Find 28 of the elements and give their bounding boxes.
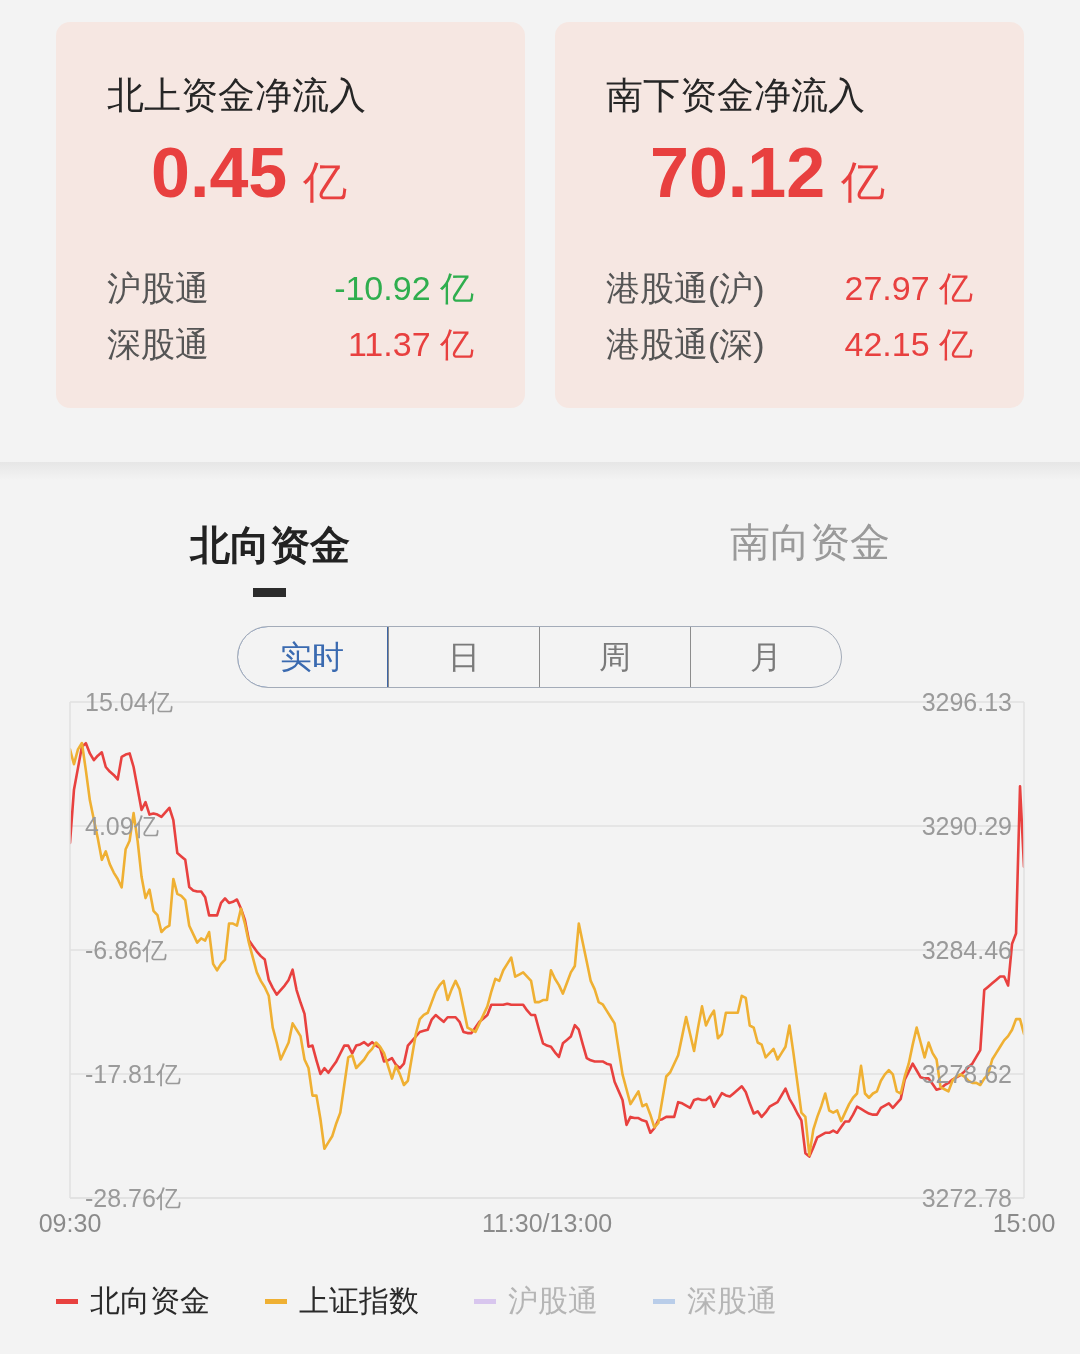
y2-tick-label: 3290.29 bbox=[921, 811, 1012, 840]
y-tick-label: -6.86亿 bbox=[85, 935, 167, 964]
y2-tick-label: 3296.13 bbox=[921, 687, 1012, 716]
data-label: -10.92 亿 bbox=[334, 269, 474, 307]
text: 日 bbox=[447, 638, 480, 675]
legend-label: 北向资金 bbox=[90, 1284, 210, 1317]
legend-label: 沪股通 bbox=[508, 1284, 598, 1317]
text: 北上资金净流入 bbox=[107, 75, 366, 116]
text: 0.45 亿 bbox=[151, 134, 348, 212]
x-tick-label: 11:30/13:00 bbox=[481, 1208, 613, 1237]
category-label: 港股通(深) bbox=[606, 325, 765, 363]
category-label: 深股通 bbox=[107, 325, 209, 363]
data-label: 42.15 亿 bbox=[844, 325, 973, 363]
text: 周 bbox=[599, 638, 632, 675]
category-label: 港股通(沪) bbox=[606, 269, 765, 307]
category-label: 沪股通 bbox=[107, 269, 209, 307]
text: 70.12 亿 bbox=[650, 134, 886, 212]
text: 实时 bbox=[280, 638, 345, 675]
text: 南下资金净流入 bbox=[606, 75, 865, 116]
y-tick-label: -17.81亿 bbox=[85, 1059, 181, 1088]
data-label: 27.97 亿 bbox=[844, 269, 973, 307]
legend-label: 上证指数 bbox=[299, 1284, 419, 1317]
data-label: 11.37 亿 bbox=[347, 325, 474, 363]
y-tick-label: 15.04亿 bbox=[85, 687, 173, 716]
category-label: 北向资金 bbox=[190, 523, 350, 567]
text: 月 bbox=[750, 638, 783, 675]
legend-label: 深股通 bbox=[687, 1284, 777, 1317]
category-label: 南向资金 bbox=[730, 520, 890, 564]
